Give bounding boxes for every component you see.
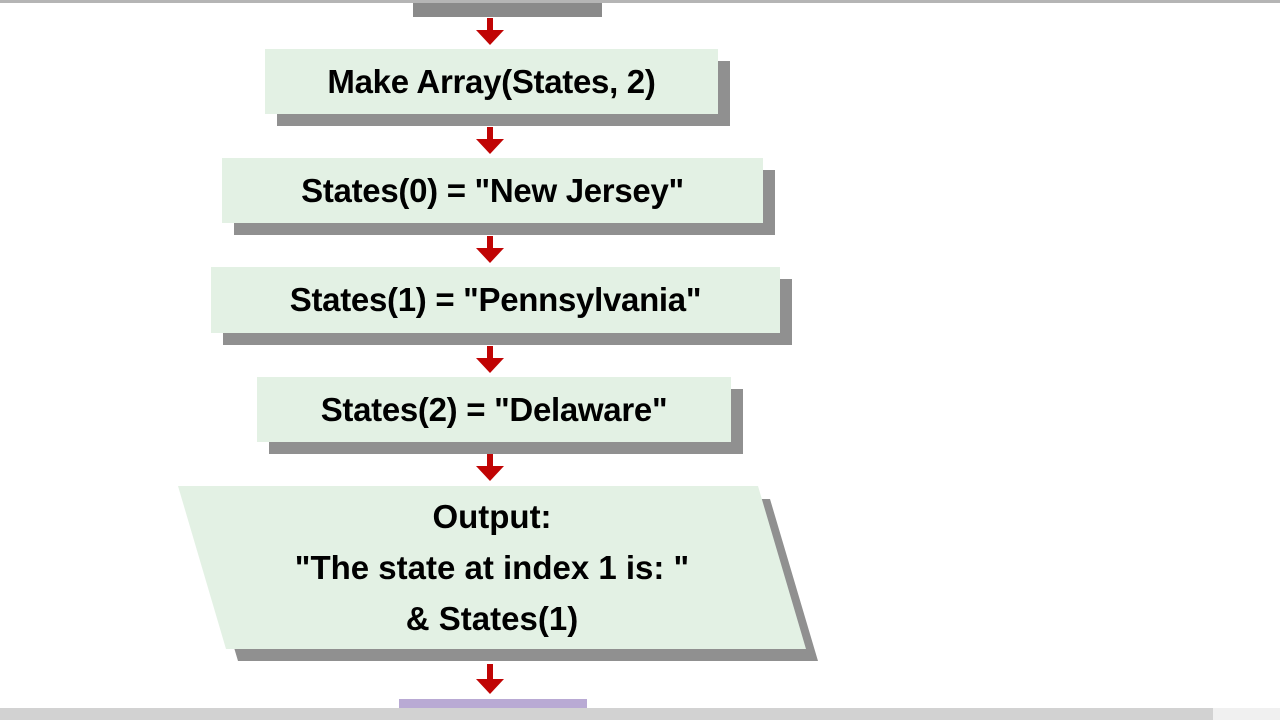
- down-arrow-icon: [476, 346, 504, 373]
- bottom-bar: [0, 708, 1213, 720]
- cut-off-node-shadow: [413, 0, 602, 17]
- arrow-stem: [487, 18, 493, 30]
- flowchart-node-make-array: Make Array(States, 2): [265, 49, 718, 114]
- arrow-head: [476, 466, 504, 481]
- arrow-stem: [487, 236, 493, 248]
- arrow-stem: [487, 664, 493, 679]
- down-arrow-icon: [476, 454, 504, 481]
- node-label: Make Array(States, 2): [327, 62, 656, 100]
- node-label: States(1) = "Pennsylvania": [289, 281, 702, 318]
- arrow-head: [476, 358, 504, 373]
- flowchart-node-output: Output: "The state at index 1 is: " & St…: [178, 486, 819, 662]
- bottom-bar-right-segment: [1213, 708, 1280, 720]
- top-edge-line: [0, 0, 1280, 3]
- output-node-text: Output: "The state at index 1 is: " & St…: [178, 486, 806, 649]
- arrow-head: [476, 30, 504, 45]
- flowchart-node-assign-index-0: States(0) = "New Jersey": [222, 158, 763, 223]
- arrow-stem: [487, 127, 493, 139]
- arrow-head: [476, 679, 504, 694]
- output-line-3: & States(1): [405, 600, 579, 637]
- arrow-stem: [487, 454, 493, 466]
- output-line-2: "The state at index 1 is: ": [294, 549, 690, 586]
- down-arrow-icon: [476, 127, 504, 154]
- node-label: States(2) = "Delaware": [320, 390, 668, 428]
- flowchart-node-assign-index-1: States(1) = "Pennsylvania": [211, 267, 780, 333]
- flowchart-node-assign-index-2: States(2) = "Delaware": [257, 377, 731, 442]
- parallelogram-shape: [178, 486, 806, 649]
- down-arrow-icon: [476, 236, 504, 263]
- output-line-1: Output:: [432, 498, 552, 535]
- node-label: States(0) = "New Jersey": [301, 171, 684, 209]
- arrow-head: [476, 139, 504, 154]
- cut-off-node-top: [399, 699, 587, 708]
- arrow-stem: [487, 346, 493, 358]
- down-arrow-icon: [476, 18, 504, 45]
- arrow-head: [476, 248, 504, 263]
- down-arrow-icon: [476, 664, 504, 694]
